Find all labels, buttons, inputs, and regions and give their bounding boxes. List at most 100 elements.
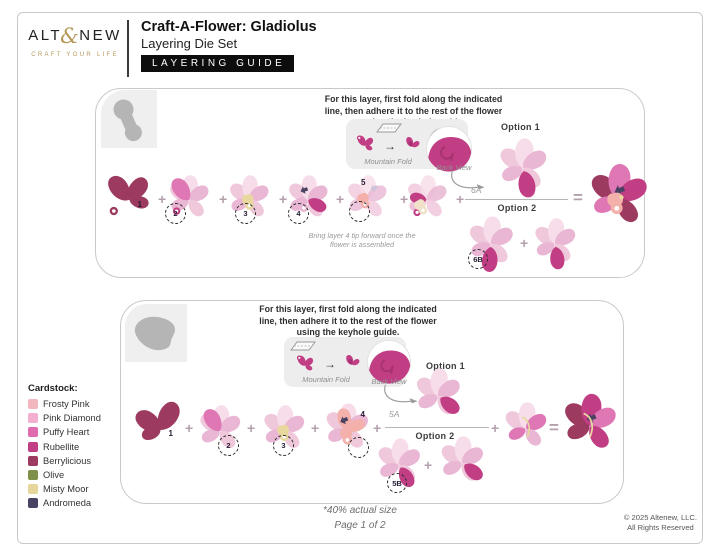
mountain-fold-piece-art <box>288 349 322 383</box>
plus-sign: + <box>219 191 228 207</box>
mountain-fold-label: Mountain Fold <box>364 157 412 166</box>
color-swatch <box>28 413 38 424</box>
mountain-fold-label: Mountain Fold <box>302 375 350 384</box>
brand-logo: ALT&NEW CRAFT YOUR LIFE <box>28 24 122 58</box>
layering-panel-1: For this layer, first fold along the ind… <box>95 88 647 278</box>
folded-piece-art <box>396 131 428 163</box>
back-view-circle <box>425 125 473 173</box>
plus-sign: + <box>311 420 320 436</box>
option-1-label: Option 1 <box>426 361 465 371</box>
cardstock-flap-icon <box>288 339 318 353</box>
color-swatch <box>28 470 38 481</box>
curved-arrow-icon <box>379 383 423 409</box>
back-view-label: Back View <box>436 163 472 172</box>
cardstock-item: Misty Moor <box>28 482 101 496</box>
plus-sign: + <box>400 191 409 207</box>
cardstock-title: Cardstock: <box>28 383 78 394</box>
back-view-label: Back View <box>371 377 407 386</box>
page-number: Page 1 of 2 <box>334 519 386 531</box>
ampersand-icon: & <box>60 24 82 48</box>
color-swatch <box>28 399 38 410</box>
keyhole-guide-circle: 4 <box>288 203 309 224</box>
plus-sign: + <box>336 191 345 207</box>
option-1-flower <box>409 367 467 425</box>
cardstock-item: Rubellite <box>28 440 101 454</box>
option-2-flower-b: 6B <box>462 215 520 273</box>
plus-sign: + <box>456 191 465 207</box>
code-label-5a: 5A <box>389 409 400 419</box>
die-shape-icon <box>125 304 187 362</box>
keyhole-guide-circle <box>349 201 370 222</box>
equals-sign: = <box>549 418 559 437</box>
layer-piece-6 <box>401 174 453 226</box>
option-2-flower-extra <box>528 217 582 271</box>
color-swatch <box>28 498 38 509</box>
logo-tagline: CRAFT YOUR LIFE <box>31 52 119 58</box>
layer-piece-5: 5 <box>341 174 393 226</box>
option-divider <box>385 427 489 428</box>
layer-piece-3: 3 <box>257 404 311 458</box>
note-text: Bring layer 4 tip forward once the flowe… <box>308 231 416 250</box>
layering-panel-2: For this layer, first fold along the ind… <box>120 300 624 504</box>
keyhole-guide-circle: 2 <box>218 435 239 456</box>
layer-piece-2: 2 <box>193 404 247 458</box>
plus-sign: + <box>158 191 167 207</box>
page-subtitle: Layering Die Set <box>141 36 238 51</box>
layer-piece-1: 1 <box>100 171 158 229</box>
option-divider <box>465 199 568 200</box>
option-1-label: Option 1 <box>501 122 540 132</box>
layer-piece-1: 1 <box>131 400 191 460</box>
color-swatch <box>28 484 38 495</box>
header-divider <box>127 20 129 77</box>
equals-sign: = <box>573 188 583 207</box>
keyhole-guide-circle <box>348 437 369 458</box>
cardstock-item: Puffy Heart <box>28 425 101 439</box>
final-flower <box>582 163 654 235</box>
plus-sign: + <box>491 420 500 436</box>
plus-sign: + <box>520 235 529 251</box>
option-2-flower-b: 5B <box>371 437 427 493</box>
keyhole-guide-circle: 3 <box>273 435 294 456</box>
cardstock-legend: Cardstock: Frosty Pink Pink Diamond Puff… <box>28 383 101 511</box>
arrow-right-icon: → <box>324 357 336 371</box>
sheet-border <box>17 12 703 544</box>
keyhole-guide-circle: 5B <box>387 473 407 493</box>
curved-arrow-icon <box>446 169 490 195</box>
cardstock-flap-icon <box>374 121 404 135</box>
keyhole-guide-circle: 6B <box>468 249 488 269</box>
scale-note: *40% actual size <box>323 505 397 516</box>
cardstock-item: Olive <box>28 468 101 482</box>
plus-sign: + <box>279 191 288 207</box>
folded-piece-art <box>336 349 368 381</box>
cardstock-item: Pink Diamond <box>28 411 101 425</box>
color-swatch <box>28 455 38 466</box>
layer-piece-3: 3 <box>223 174 275 226</box>
color-swatch <box>28 427 38 438</box>
cardstock-item: Andromeda <box>28 496 101 510</box>
back-view-circle <box>366 339 412 385</box>
cardstock-item: Berrylicious <box>28 454 101 468</box>
footer-center: *40% actual size Page 1 of 2 <box>0 504 720 533</box>
instruction-text: For this layer, first fold along the ind… <box>259 304 437 338</box>
layer-piece-5 <box>498 401 554 457</box>
layer-piece-4: 4 <box>282 174 334 226</box>
keyhole-guide-circle: 2 <box>165 203 186 224</box>
copyright: © 2025 Altenew, LLC. All Rights Reserved <box>623 513 697 533</box>
title-block: Craft-A-Flower: Gladiolus Layering Die S… <box>141 19 317 72</box>
option-2-label: Option 2 <box>497 203 537 213</box>
layering-guide-badge: LAYERING GUIDE <box>141 55 295 72</box>
mountain-fold-piece-art <box>348 129 382 163</box>
option-1-flower <box>492 137 554 199</box>
code-label-6a: 6A <box>471 185 482 195</box>
layer-piece-4: 4 <box>319 402 375 458</box>
cardstock-item: Frosty Pink <box>28 397 101 411</box>
option-2-label: Option 2 <box>415 431 455 441</box>
page-title: Craft-A-Flower: Gladiolus <box>141 19 317 35</box>
plus-sign: + <box>185 420 194 436</box>
die-shape-icon <box>101 90 157 148</box>
plus-sign: + <box>424 457 433 473</box>
keyhole-guide-circle: 3 <box>235 203 256 224</box>
option-2-flower-extra <box>434 435 490 491</box>
color-swatch <box>28 441 38 452</box>
